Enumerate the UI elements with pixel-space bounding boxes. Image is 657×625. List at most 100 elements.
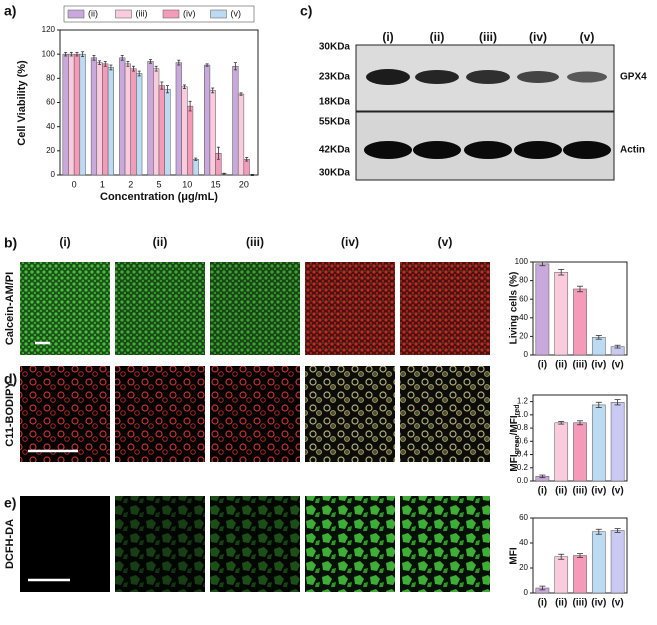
bar (73, 53, 81, 176)
y-tick-label: 20 (46, 146, 55, 155)
western-blot: (i) (ii) (iii) (iv) (v) 30KDa 23KDa 18KDa 55KDa 4… (319, 30, 647, 181)
bar (610, 530, 625, 594)
y-axis-label: MFI (509, 547, 520, 564)
y-axis-label-part: MFI (509, 454, 520, 471)
y-tick-label: 60 (46, 98, 55, 107)
x-tick-label: 10 (182, 179, 192, 189)
image-column-label: (v) (438, 235, 453, 249)
error-bar (177, 59, 181, 66)
bar (591, 404, 606, 482)
error-bar (188, 100, 192, 112)
y-tick-label: 40 (46, 122, 55, 131)
error-bar (165, 85, 169, 94)
y-axis-label: Living cells (%) (509, 272, 520, 345)
image-row-label: C11-BODIPY (4, 381, 16, 447)
y-tick-label: 100 (515, 257, 529, 266)
bar (130, 68, 137, 176)
error-bar (539, 585, 546, 591)
bar (107, 67, 114, 176)
error-bar (132, 65, 136, 72)
x-tick-label: 20 (239, 179, 249, 189)
y-tick-label: 20 (519, 332, 528, 341)
y-tick-label: 40 (519, 313, 528, 322)
error-bar (69, 51, 73, 57)
x-tick-label: 2 (128, 179, 133, 189)
error-bar (539, 261, 546, 267)
bar (153, 68, 160, 176)
x-tick-label: 15 (211, 179, 221, 189)
error-bar (211, 87, 215, 94)
legend-box (63, 5, 255, 23)
y-axis-label-part: red (514, 404, 521, 415)
error-bar (595, 528, 602, 535)
error-bar (137, 70, 141, 77)
error-bar (595, 335, 602, 340)
error-bar (614, 399, 621, 406)
blot-band (563, 141, 611, 159)
micrograph (115, 496, 205, 592)
bar (192, 159, 199, 176)
micrograph (305, 262, 395, 355)
bar (119, 57, 126, 176)
error-bar (216, 146, 220, 160)
blot-band (415, 70, 459, 84)
y-tick-label: 100 (42, 49, 56, 58)
error-bar (98, 60, 102, 65)
legend-swatch (162, 9, 180, 19)
protein-label: Actin (620, 145, 645, 156)
mw-marker: 30KDa (319, 42, 351, 53)
blot-band (517, 71, 559, 83)
x-tick-label: (i) (538, 360, 547, 371)
micrograph (305, 366, 395, 462)
blot-band (413, 141, 461, 159)
protein-label: GPX4 (620, 72, 647, 83)
error-bar (103, 61, 107, 67)
blot-band (464, 141, 512, 159)
x-tick-label: (v) (611, 486, 623, 497)
y-tick-label: 1.2 (517, 397, 529, 406)
y-tick-label: 0 (524, 350, 529, 359)
panel-label: d) (4, 371, 17, 387)
blot-band (366, 69, 410, 85)
error-bar (81, 51, 85, 57)
bar (164, 88, 171, 176)
error-bar (239, 92, 243, 96)
error-bar (614, 528, 621, 533)
x-tick-label: (i) (538, 486, 547, 497)
error-bar (154, 65, 158, 72)
micrograph (115, 366, 205, 462)
micrograph (20, 262, 110, 355)
bar (124, 63, 131, 176)
x-tick-label: (iii) (573, 360, 588, 371)
bar (136, 73, 143, 176)
legend-swatch (210, 9, 227, 19)
error-bar (233, 62, 237, 71)
bar (243, 159, 250, 176)
error-bar (109, 64, 113, 71)
legend-swatch (67, 9, 85, 19)
y-tick-label: 0 (524, 588, 529, 597)
y-tick-label: 60 (519, 294, 528, 303)
micrograph (20, 496, 110, 592)
legend-label: (iii) (136, 8, 148, 18)
bar (591, 531, 606, 594)
lane-label: (ii) (430, 30, 445, 44)
y-axis-label-part: green (514, 435, 521, 454)
blot-band (364, 141, 412, 159)
y-tick-label: 80 (519, 276, 528, 285)
bar (90, 57, 98, 176)
panel-label: e) (4, 495, 16, 511)
x-tick-label: (iv) (591, 486, 606, 497)
x-tick-label: (iv) (591, 360, 606, 371)
bar (181, 86, 188, 176)
mw-marker: 55KDa (319, 117, 351, 128)
lane-label: (i) (382, 30, 393, 44)
x-tick-label: (i) (538, 598, 547, 609)
error-bar (182, 84, 186, 90)
bar (573, 555, 587, 594)
image-column-label: (iv) (341, 235, 359, 249)
y-tick-label: 40 (519, 538, 528, 547)
image-column-label: (iii) (246, 235, 264, 249)
image-column-label: (i) (59, 235, 70, 249)
legend-label: (iv) (183, 8, 196, 18)
